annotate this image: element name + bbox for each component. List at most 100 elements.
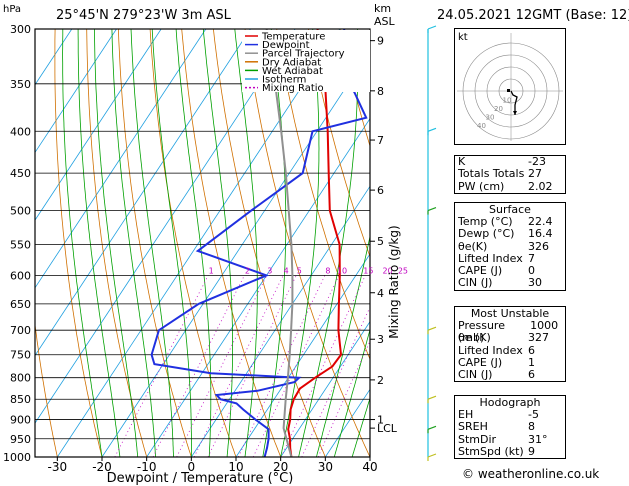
wind-barbs (427, 25, 437, 461)
temperature-tick-label: 40 (362, 460, 377, 474)
pressure-tick-label: 1000 (3, 451, 31, 464)
series-parcel-trajectory (265, 29, 294, 457)
mixing-ratio-label: 1 (209, 266, 214, 275)
unstable-row: CIN (J) 6 (458, 368, 535, 382)
dry-adiabat-line (625, 29, 629, 457)
surface-title: Surface (489, 203, 531, 216)
hodograph-ring-label: 20 (494, 105, 503, 113)
isotherm-line (35, 29, 251, 357)
temperature-tick-label: -20 (92, 460, 112, 474)
mixing-ratio-label: 10 (337, 266, 347, 275)
pressure-tick-label: 850 (10, 393, 31, 406)
mixing-ratio-label: 5 (297, 266, 302, 275)
storm-motion-marker (507, 89, 510, 92)
pressure-tick-label: 900 (10, 414, 31, 427)
wind-barb (427, 127, 437, 136)
legend-entry: Mixing Ratio (262, 83, 324, 94)
km-tick-label: 9 (377, 35, 384, 48)
wet-adiabat-line (130, 29, 174, 457)
legend-entry: Temperature (261, 32, 325, 43)
series-dewpoint (150, 29, 368, 457)
copyright-footer: © weatheronline.co.uk (462, 467, 600, 481)
legend-entry: Parcel Trajectory (262, 49, 345, 60)
hodograph-arrow (513, 111, 517, 115)
hodograph-trace (510, 90, 518, 115)
dry-adiabat-line (54, 29, 103, 457)
most-unstable-box: Most Unstable Pressure (mb) 1000 θe (K) 32… (454, 306, 566, 383)
hodograph-unit: kt (458, 32, 468, 43)
wet-adiabat-line (151, 29, 192, 457)
date-title: 24.05.2021 12GMT (Base: 12) (437, 8, 629, 23)
mixing-ratio-labels: 1 2 3 4 5 8 10 15 20 25 (209, 266, 408, 275)
temperature-tick-label: -10 (137, 460, 157, 474)
isotherm-line (190, 185, 370, 457)
index-row: Totals Totals 27 (458, 167, 542, 181)
pressure-tick-label: 400 (10, 125, 31, 138)
pressure-tick-label: 550 (10, 238, 31, 251)
mixing-ratio-line (252, 275, 340, 457)
temperature-tick-label: 0 (188, 460, 196, 474)
surface-row: Temp (°C) 22.4 (458, 215, 553, 228)
hodograph-ring-label: 30 (486, 114, 495, 122)
indices-box: K -23 Totals Totals 27 PW (cm) 2.02 (454, 155, 566, 194)
mixing-ratio-label: 25 (398, 266, 408, 275)
wet-adiabat-line (351, 396, 370, 457)
km-tick-label: 4 (377, 287, 384, 300)
unstable-row: Lifted Index 6 (458, 343, 535, 357)
legend-entry: Wet Adiabat (262, 66, 323, 77)
legend-entry: Dewpoint (262, 40, 310, 51)
surface-row: CIN (J) 30 (458, 276, 542, 290)
pressure-tick-label: 950 (10, 433, 31, 446)
unstable-row: Pressure (mb) 1000 (458, 319, 559, 345)
wind-barb (427, 395, 437, 404)
isotherm-line (280, 320, 370, 457)
surface-row: Dewp (°C) 16.4 (458, 227, 553, 241)
wind-barb (427, 425, 437, 434)
legend-entry: Isotherm (262, 75, 306, 86)
km-tick-label: 5 (377, 235, 384, 248)
wet-adiabat-line (175, 29, 212, 457)
pressure-tick-label: 300 (10, 23, 31, 36)
wet-adiabat-line (94, 29, 139, 457)
temperature-tick-label: 20 (273, 460, 288, 474)
hodograph-ring-label: 40 (477, 122, 486, 130)
mixing-ratio-label: 20 (383, 266, 393, 275)
pressure-tick-label: 600 (10, 269, 31, 282)
km-tick-label: 7 (377, 134, 384, 147)
pressure-tick-label: 750 (10, 349, 31, 362)
hodograph-row: SREH 8 (458, 420, 535, 434)
index-row: PW (cm) 2.02 (458, 179, 553, 193)
sounding-profiles (150, 29, 368, 457)
x-axis-label: Dewpoint / Temperature (°C) (107, 471, 294, 486)
surface-row: θe(K) 326 (458, 239, 549, 253)
dry-adiabat-line (35, 321, 58, 457)
temperature-tick-labels: -30 -20 -10 0 10 20 30 40 (48, 457, 378, 474)
dry-adiabat-line (562, 29, 629, 457)
km-tick-label: 6 (377, 184, 384, 197)
index-row: K -23 (458, 155, 546, 168)
wet-adiabat-line (333, 328, 370, 457)
isotherm-line (35, 29, 162, 221)
hodograph-row: StmSpd (kt) 9 (458, 444, 535, 458)
unstable-row: θe (K) 327 (458, 331, 549, 345)
legend-entry: Dry Adiabat (262, 57, 321, 68)
unstable-row: CAPE (J) 1 (458, 355, 535, 369)
surface-box: Surface Temp (°C) 22.4 Dewp (°C) 16.4 θe(K… (454, 202, 566, 291)
isotherm-line (35, 29, 117, 154)
km-tick-label: 8 (377, 85, 384, 98)
wind-barb (427, 25, 437, 33)
dry-adiabat-line (86, 29, 148, 457)
wind-barb (427, 453, 437, 461)
km-tick-label: 3 (377, 333, 384, 346)
most-unstable-title: Most Unstable (470, 307, 550, 320)
pressure-tick-label: 450 (10, 167, 31, 180)
pressure-tick-label: 800 (10, 372, 31, 385)
dry-adiabat-line (307, 29, 370, 258)
wet-adiabat-line (77, 29, 121, 457)
pressure-tick-labels: 300 350 400 450 500 550 600 650 700 750 800 850 900 9… (3, 23, 31, 464)
mixing-ratio-label: 8 (325, 266, 330, 275)
wind-barb (427, 207, 437, 215)
